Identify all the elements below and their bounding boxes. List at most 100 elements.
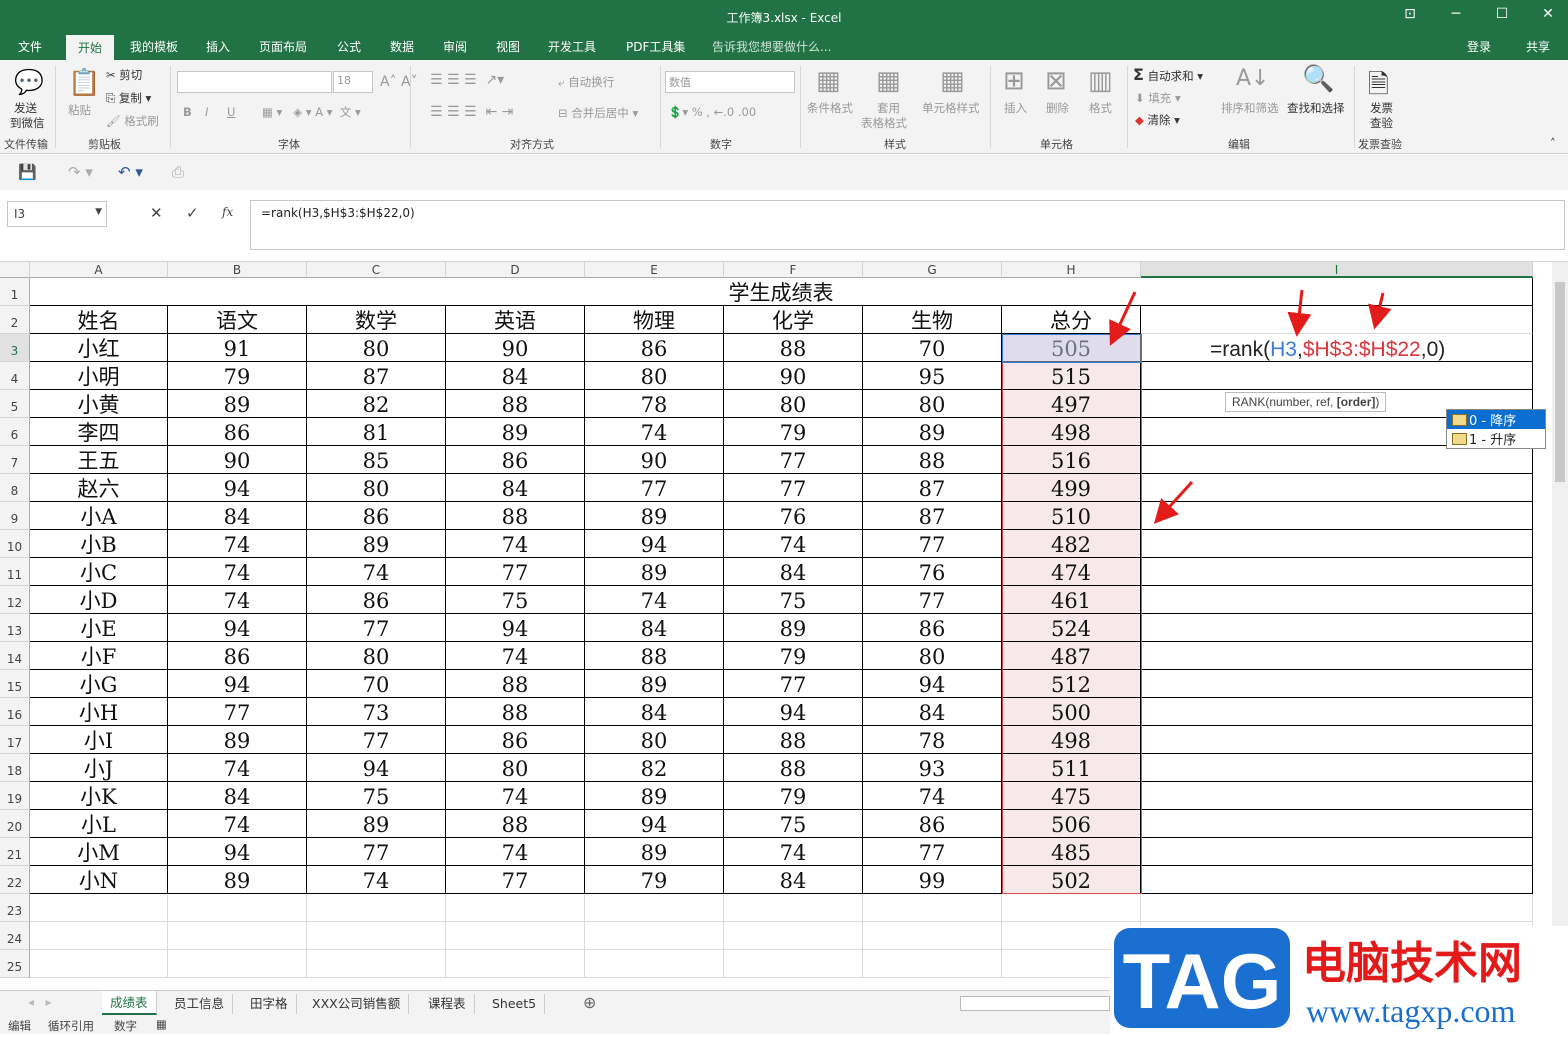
- cell-E20[interactable]: 94: [585, 810, 724, 838]
- font-size-select[interactable]: 18: [333, 71, 373, 93]
- formula-input[interactable]: =rank(H3,$H$3:$H$22,0): [250, 200, 1565, 250]
- cell-G19[interactable]: 74: [863, 782, 1002, 810]
- cell-A21[interactable]: 小M: [30, 838, 168, 866]
- cell-A2[interactable]: 姓名: [30, 306, 168, 334]
- cell-G14[interactable]: 80: [863, 642, 1002, 670]
- insert-cells-icon[interactable]: ⊞: [1003, 66, 1025, 96]
- add-sheet-icon[interactable]: ⊕: [583, 993, 597, 1012]
- tab-1[interactable]: 开始: [66, 35, 115, 60]
- column-header-I[interactable]: I: [1141, 262, 1533, 278]
- cell-A24[interactable]: [30, 922, 168, 950]
- row-header-8[interactable]: 8: [0, 474, 30, 502]
- cell-D22[interactable]: 77: [446, 866, 585, 894]
- cell-A18[interactable]: 小J: [30, 754, 168, 782]
- tell-me-search[interactable]: 告诉我您想要做什么...: [712, 40, 832, 54]
- cell-I2[interactable]: [1141, 306, 1533, 334]
- cell-H12[interactable]: 461: [1002, 586, 1141, 614]
- cell-A16[interactable]: 小H: [30, 698, 168, 726]
- cell-C15[interactable]: 70: [307, 670, 446, 698]
- cell-D2[interactable]: 英语: [446, 306, 585, 334]
- cell-B8[interactable]: 94: [168, 474, 307, 502]
- paste-icon[interactable]: 📋: [68, 68, 101, 98]
- cell-H19[interactable]: 475: [1002, 782, 1141, 810]
- cell-H6[interactable]: 498: [1002, 418, 1141, 446]
- cell-B11[interactable]: 74: [168, 558, 307, 586]
- wechat-icon[interactable]: 💬: [14, 68, 44, 96]
- wechat-button-line2[interactable]: 到微信: [10, 116, 45, 130]
- cell-C23[interactable]: [307, 894, 446, 922]
- cell-A5[interactable]: 小黄: [30, 390, 168, 418]
- cell-I11[interactable]: [1141, 558, 1533, 586]
- column-header-F[interactable]: F: [724, 262, 863, 278]
- cell-H7[interactable]: 516: [1002, 446, 1141, 474]
- redo-icon[interactable]: ↷ ▾: [68, 163, 93, 181]
- cell-B9[interactable]: 84: [168, 502, 307, 530]
- cell-A19[interactable]: 小K: [30, 782, 168, 810]
- align-top-icon[interactable]: ☰ ☰ ☰ ↗▾: [430, 72, 505, 88]
- cell-I18[interactable]: [1141, 754, 1533, 782]
- format-cells-button[interactable]: 格式: [1089, 101, 1112, 115]
- cell-H5[interactable]: 497: [1002, 390, 1141, 418]
- undo-icon[interactable]: ↶ ▾: [118, 163, 143, 181]
- cell-E3[interactable]: 86: [585, 334, 724, 362]
- cell-F14[interactable]: 79: [724, 642, 863, 670]
- cell-G10[interactable]: 77: [863, 530, 1002, 558]
- cell-E2[interactable]: 物理: [585, 306, 724, 334]
- cell-C12[interactable]: 86: [307, 586, 446, 614]
- cell-C10[interactable]: 89: [307, 530, 446, 558]
- cell-E11[interactable]: 89: [585, 558, 724, 586]
- cell-C3[interactable]: 80: [307, 334, 446, 362]
- font-grow-icon[interactable]: A˄ A˅: [380, 74, 418, 90]
- cell-I10[interactable]: [1141, 530, 1533, 558]
- cell-A6[interactable]: 李四: [30, 418, 168, 446]
- cell-G13[interactable]: 86: [863, 614, 1002, 642]
- cell-H14[interactable]: 487: [1002, 642, 1141, 670]
- cell-F15[interactable]: 77: [724, 670, 863, 698]
- cell-I21[interactable]: [1141, 838, 1533, 866]
- cell-G15[interactable]: 94: [863, 670, 1002, 698]
- cell-A11[interactable]: 小C: [30, 558, 168, 586]
- row-header-25[interactable]: 25: [0, 950, 30, 978]
- cell-E10[interactable]: 94: [585, 530, 724, 558]
- cell-D21[interactable]: 74: [446, 838, 585, 866]
- row-header-16[interactable]: 16: [0, 698, 30, 726]
- tab-10[interactable]: PDF工具集: [626, 40, 686, 54]
- cell-F3[interactable]: 88: [724, 334, 863, 362]
- column-header-C[interactable]: C: [307, 262, 446, 278]
- cell-B15[interactable]: 94: [168, 670, 307, 698]
- delete-cells-button[interactable]: 删除: [1046, 101, 1069, 115]
- cell-E22[interactable]: 79: [585, 866, 724, 894]
- cell-H16[interactable]: 500: [1002, 698, 1141, 726]
- print-preview-icon[interactable]: ⎙: [172, 163, 185, 181]
- cell-E23[interactable]: [585, 894, 724, 922]
- column-header-E[interactable]: E: [585, 262, 724, 278]
- cell-G9[interactable]: 87: [863, 502, 1002, 530]
- accounting-icon[interactable]: 💲▾ % , ←.0 .00: [668, 105, 757, 119]
- cell-D9[interactable]: 88: [446, 502, 585, 530]
- row-header-2[interactable]: 2: [0, 306, 30, 334]
- cell-I13[interactable]: [1141, 614, 1533, 642]
- autocomplete-option-ascending[interactable]: 1 - 升序: [1447, 429, 1545, 448]
- cell-D11[interactable]: 77: [446, 558, 585, 586]
- share-button[interactable]: 共享: [1526, 40, 1551, 54]
- cell-G6[interactable]: 89: [863, 418, 1002, 446]
- format-painter-button[interactable]: 🖌 格式刷: [106, 114, 159, 128]
- cell-G24[interactable]: [863, 922, 1002, 950]
- cell-F17[interactable]: 88: [724, 726, 863, 754]
- cell-B18[interactable]: 74: [168, 754, 307, 782]
- cell-A12[interactable]: 小D: [30, 586, 168, 614]
- row-header-15[interactable]: 15: [0, 670, 30, 698]
- cell-A15[interactable]: 小G: [30, 670, 168, 698]
- conditional-format-icon[interactable]: ▦: [816, 66, 841, 96]
- cell-D19[interactable]: 74: [446, 782, 585, 810]
- vertical-scrollbar[interactable]: [1552, 262, 1568, 982]
- cell-E25[interactable]: [585, 950, 724, 978]
- cell-C21[interactable]: 77: [307, 838, 446, 866]
- cell-I12[interactable]: [1141, 586, 1533, 614]
- cell-E18[interactable]: 82: [585, 754, 724, 782]
- save-icon[interactable]: 💾: [18, 163, 37, 181]
- cell-C7[interactable]: 85: [307, 446, 446, 474]
- align-left-icon[interactable]: ☰ ☰ ☰ ⇤ ⇥: [430, 104, 514, 120]
- cell-I22[interactable]: [1141, 866, 1533, 894]
- cell-I7[interactable]: [1141, 446, 1533, 474]
